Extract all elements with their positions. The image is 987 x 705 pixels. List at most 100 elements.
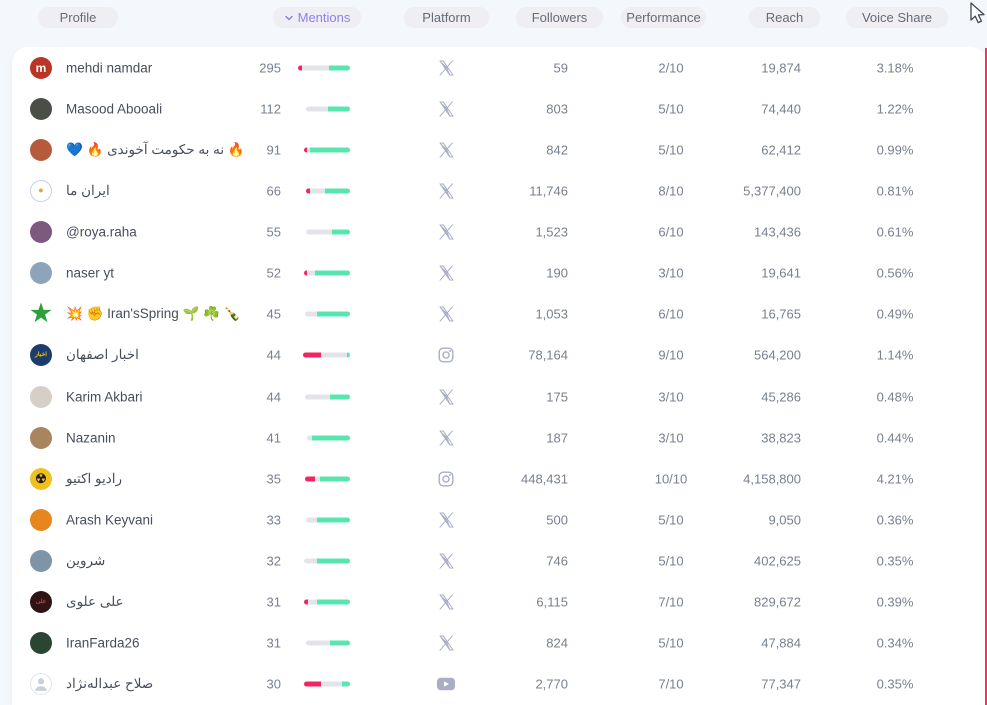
- profile-name[interactable]: mehdi namdar: [66, 60, 153, 76]
- avatar: [30, 221, 52, 244]
- profile-name[interactable]: اخبار اصفهان: [66, 347, 139, 363]
- avatar: [30, 632, 52, 655]
- column-header-label: Platform: [422, 10, 471, 25]
- followers-count: 1,523: [535, 224, 568, 240]
- avatar: علی: [30, 591, 52, 614]
- table-row[interactable]: ★ 💥 ✊ Iran'sSpring 🌱 ☘️ 🍾 45 1,053 6/10 …: [12, 294, 987, 335]
- profile-name[interactable]: Karim Akbari: [66, 389, 143, 405]
- column-header-reach[interactable]: Reach: [749, 7, 820, 28]
- table-row[interactable]: @roya.raha 55 1,523 6/10 143,436 0.61%: [12, 212, 987, 253]
- sparkline-segment: [321, 681, 342, 687]
- mouse-cursor: [970, 2, 985, 24]
- profile-name[interactable]: Masood Abooali: [66, 101, 163, 117]
- followers-count: 842: [546, 142, 568, 158]
- avatar: ●: [30, 179, 52, 202]
- mentions-count: 52: [266, 265, 281, 281]
- column-header-profile[interactable]: Profile: [38, 7, 118, 28]
- reach-count: 47,884: [761, 635, 801, 651]
- followers-count: 187: [546, 430, 568, 446]
- profile-name[interactable]: صلاح عبداله‌نژاد: [66, 676, 154, 692]
- table-row[interactable]: Nazanin 41 187 3/10 38,823 0.44%: [12, 417, 987, 458]
- performance-score: 9/10: [658, 347, 684, 363]
- sparkline-segment: [320, 476, 350, 482]
- mentions-sparkline: [296, 147, 350, 153]
- mentions-sparkline: [296, 435, 350, 441]
- reach-count: 74,440: [761, 101, 801, 117]
- profile-name[interactable]: علی علوی: [66, 594, 124, 610]
- sparkline-segment: [325, 188, 350, 194]
- mentions-count: 44: [266, 389, 281, 405]
- voice-share: 3.18%: [876, 60, 914, 76]
- sparkline-segment: [317, 558, 350, 564]
- profile-name[interactable]: Nazanin: [66, 430, 116, 446]
- avatar: [30, 262, 52, 285]
- table-row[interactable]: علی علی علوی 31 6,115 7/10 829,672 0.39%: [12, 582, 987, 623]
- profile-name[interactable]: 💥 ✊ Iran'sSpring 🌱 ☘️ 🍾: [66, 306, 241, 322]
- performance-score: 5/10: [658, 101, 684, 117]
- column-header-platform[interactable]: Platform: [404, 7, 489, 28]
- voice-share: 1.14%: [876, 347, 914, 363]
- column-header-label: Performance: [626, 10, 701, 25]
- x-platform-icon: [426, 142, 466, 158]
- table-row[interactable]: Arash Keyvani 33 500 5/10 9,050 0.36%: [12, 499, 987, 540]
- reach-count: 4,158,800: [743, 471, 801, 487]
- mentions-count: 32: [266, 553, 281, 569]
- table-header: Profile Mentions Platform Followers Perf…: [0, 0, 987, 47]
- performance-score: 7/10: [658, 676, 684, 692]
- sparkline-segment: [347, 352, 350, 358]
- x-twitter-icon: [438, 183, 454, 199]
- profile-name[interactable]: 🔥 نه به حکومت آخوندی 🔥 💙: [66, 141, 245, 157]
- voice-share: 0.48%: [876, 389, 914, 405]
- mentions-sparkline: [296, 106, 350, 112]
- scroll-edge-accent[interactable]: [985, 48, 987, 705]
- avatar-glyph: اخبار: [35, 352, 47, 359]
- followers-count: 2,770: [535, 676, 568, 692]
- profile-name[interactable]: شروین: [66, 553, 106, 569]
- voice-share: 0.44%: [876, 430, 914, 446]
- table-row[interactable]: ☢ رادیو اکتیو 35 448,431 10/10 4,158,800…: [12, 458, 987, 499]
- column-header-performance[interactable]: Performance: [621, 7, 706, 28]
- table-row[interactable]: naser yt 52 190 3/10 19,641 0.56%: [12, 253, 987, 294]
- table-row[interactable]: IranFarda26 31 824 5/10 47,884 0.34%: [12, 623, 987, 664]
- x-platform-icon: [426, 101, 466, 117]
- x-platform-icon: [426, 512, 466, 528]
- table-row[interactable]: ● ایران ما 66 11,746 8/10 5,377,400 0.81…: [12, 170, 987, 211]
- profile-name[interactable]: @roya.raha: [66, 224, 137, 240]
- performance-score: 8/10: [658, 183, 684, 199]
- profile-name[interactable]: رادیو اکتیو: [66, 470, 123, 486]
- x-twitter-icon: [438, 553, 454, 569]
- table-row[interactable]: 🔥 نه به حکومت آخوندی 🔥 💙 91 842 5/10 62,…: [12, 129, 987, 170]
- profile-name[interactable]: Arash Keyvani: [66, 512, 154, 528]
- avatar: [30, 385, 52, 408]
- table-row[interactable]: m mehdi namdar 295 59 2/10 19,874 3.18%: [12, 47, 987, 88]
- table-row[interactable]: اخبار اخبار اصفهان 44 78,164 9/10 564,20…: [12, 335, 987, 376]
- reach-count: 16,765: [761, 306, 801, 322]
- table-row[interactable]: Karim Akbari 44 175 3/10 45,286 0.48%: [12, 376, 987, 417]
- avatar: [30, 426, 52, 449]
- table-row[interactable]: شروین 32 746 5/10 402,625 0.35%: [12, 541, 987, 582]
- column-header-followers[interactable]: Followers: [516, 7, 603, 28]
- profile-name[interactable]: IranFarda26: [66, 635, 140, 651]
- reach-count: 62,412: [761, 142, 801, 158]
- mentions-count: 55: [266, 224, 281, 240]
- column-header-voice-share[interactable]: Voice Share: [846, 7, 948, 28]
- x-twitter-icon: [438, 594, 454, 610]
- youtube-icon: [437, 678, 455, 691]
- profile-name[interactable]: naser yt: [66, 265, 115, 281]
- performance-score: 7/10: [658, 594, 684, 610]
- sparkline-segment: [317, 517, 350, 523]
- table-row[interactable]: صلاح عبداله‌نژاد 30 2,770 7/10 77,347 0.…: [12, 664, 987, 705]
- column-header-label: Reach: [765, 10, 804, 25]
- mentions-count: 31: [266, 635, 281, 651]
- sparkline-segment: [321, 352, 347, 358]
- profile-name[interactable]: ایران ما: [66, 182, 110, 198]
- avatar: [30, 550, 52, 573]
- avatar-glyph: ★: [30, 303, 52, 326]
- reach-count: 9,050: [768, 512, 801, 528]
- table-row[interactable]: Masood Abooali 112 803 5/10 74,440 1.22%: [12, 88, 987, 129]
- avatar: ☢: [30, 467, 52, 490]
- x-twitter-icon: [438, 430, 454, 446]
- column-header-mentions[interactable]: Mentions: [273, 7, 361, 28]
- mentions-count: 41: [266, 430, 281, 446]
- reach-count: 19,641: [761, 265, 801, 281]
